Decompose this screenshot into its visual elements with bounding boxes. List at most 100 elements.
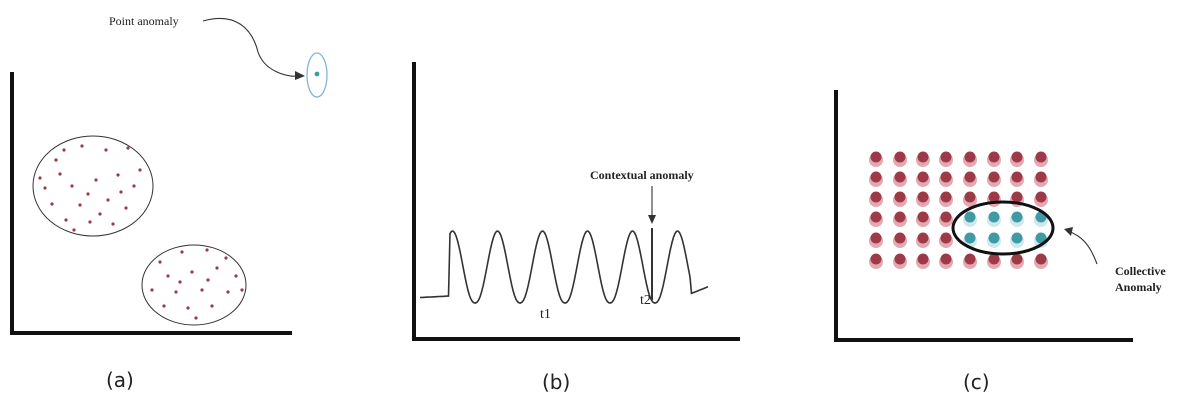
normal-point: [870, 211, 882, 223]
normal-point: [917, 253, 929, 265]
cluster-point: [186, 306, 190, 310]
normal-point: [870, 151, 882, 163]
panel-c: Collective Anomaly (c): [834, 90, 1166, 394]
normal-point: [940, 191, 952, 203]
normal-point: [964, 253, 976, 265]
normal-point: [988, 191, 1000, 203]
panel-b-axes: [412, 62, 740, 341]
cluster-point: [78, 203, 82, 207]
cluster-point: [215, 266, 219, 270]
normal-point: [894, 232, 906, 244]
point-grid: [869, 151, 1048, 269]
normal-point: [1011, 191, 1023, 203]
cluster-point: [226, 290, 230, 294]
normal-point: [870, 253, 882, 265]
panel-b: Contextual anomaly t1 t2 (b): [412, 62, 740, 394]
normal-point: [964, 191, 976, 203]
cluster-point: [86, 192, 90, 196]
cluster-point: [88, 220, 92, 224]
cluster-point: [54, 158, 58, 162]
anomaly-point: [1011, 211, 1023, 223]
collective-anomaly-ring: [951, 200, 1055, 256]
normal-point: [1035, 171, 1047, 183]
cluster-point: [106, 198, 110, 202]
cluster-point: [94, 178, 98, 182]
cluster-point: [104, 148, 108, 152]
cluster-point: [190, 270, 194, 274]
normal-point: [940, 253, 952, 265]
cluster-point: [132, 184, 136, 188]
normal-point: [940, 151, 952, 163]
cluster-point: [162, 304, 166, 308]
cluster-2-points: [150, 248, 244, 320]
cluster-point: [180, 250, 184, 254]
normal-point: [940, 211, 952, 223]
cluster-point: [116, 173, 120, 177]
normal-point: [964, 151, 976, 163]
collective-anomaly-arrowhead: [1064, 227, 1073, 236]
cluster-point: [200, 288, 204, 292]
cluster-1-points: [38, 144, 142, 232]
normal-point: [988, 151, 1000, 163]
cluster-point: [64, 218, 68, 222]
cluster-point: [124, 206, 128, 210]
normal-point: [894, 151, 906, 163]
cluster-point: [234, 274, 238, 278]
cluster-point: [206, 278, 210, 282]
cluster-point: [80, 144, 84, 148]
cluster-point: [38, 176, 42, 180]
cluster-point: [111, 222, 115, 226]
normal-point: [894, 211, 906, 223]
normal-point: [894, 171, 906, 183]
cluster-point: [240, 288, 244, 292]
normal-point: [917, 191, 929, 203]
tick-label-t2: t2: [640, 293, 651, 308]
normal-point: [894, 191, 906, 203]
cluster-point: [126, 146, 130, 150]
cluster-2: [141, 244, 247, 326]
cluster-point: [174, 290, 178, 294]
caption-a: (a): [106, 368, 134, 392]
cluster-point: [205, 248, 209, 252]
cluster-point: [150, 288, 154, 292]
normal-point: [917, 211, 929, 223]
panel-c-axes: [834, 90, 1133, 342]
panel-a: Point anomaly (a): [10, 14, 328, 392]
cluster-point: [166, 274, 170, 278]
normal-point: [1011, 151, 1023, 163]
normal-point: [917, 171, 929, 183]
cluster-point: [43, 186, 47, 190]
point-anomaly-arrow: [202, 17, 303, 77]
cluster-1: [32, 135, 154, 237]
normal-point: [917, 151, 929, 163]
cluster-point: [72, 228, 76, 232]
anomaly-point: [988, 211, 1000, 223]
anomaly-point: [1011, 232, 1023, 244]
contextual-anomaly-arrowhead: [648, 215, 656, 224]
cluster-point: [224, 256, 228, 260]
normal-point: [940, 171, 952, 183]
normal-point: [964, 171, 976, 183]
normal-point: [940, 232, 952, 244]
normal-point: [870, 191, 882, 203]
normal-point: [917, 232, 929, 244]
normal-point: [988, 253, 1000, 265]
collective-anomaly-label-line-1: Collective: [1115, 264, 1166, 278]
cluster-point: [62, 148, 66, 152]
cluster-point: [70, 184, 74, 188]
normal-point: [1035, 253, 1047, 265]
anomaly-point: [964, 211, 976, 223]
caption-b: (b): [542, 370, 570, 394]
cluster-point: [50, 202, 54, 206]
normal-point: [1035, 151, 1047, 163]
collective-anomaly-arrow: [1067, 230, 1098, 265]
normal-point: [1011, 253, 1023, 265]
cluster-point: [58, 172, 62, 176]
point-anomaly-label: Point anomaly: [109, 14, 179, 28]
normal-point: [1011, 171, 1023, 183]
anomaly-point: [964, 232, 976, 244]
cluster-point: [138, 168, 142, 172]
point-anomaly-ring: [306, 52, 328, 98]
panel-a-axes: [10, 72, 292, 335]
